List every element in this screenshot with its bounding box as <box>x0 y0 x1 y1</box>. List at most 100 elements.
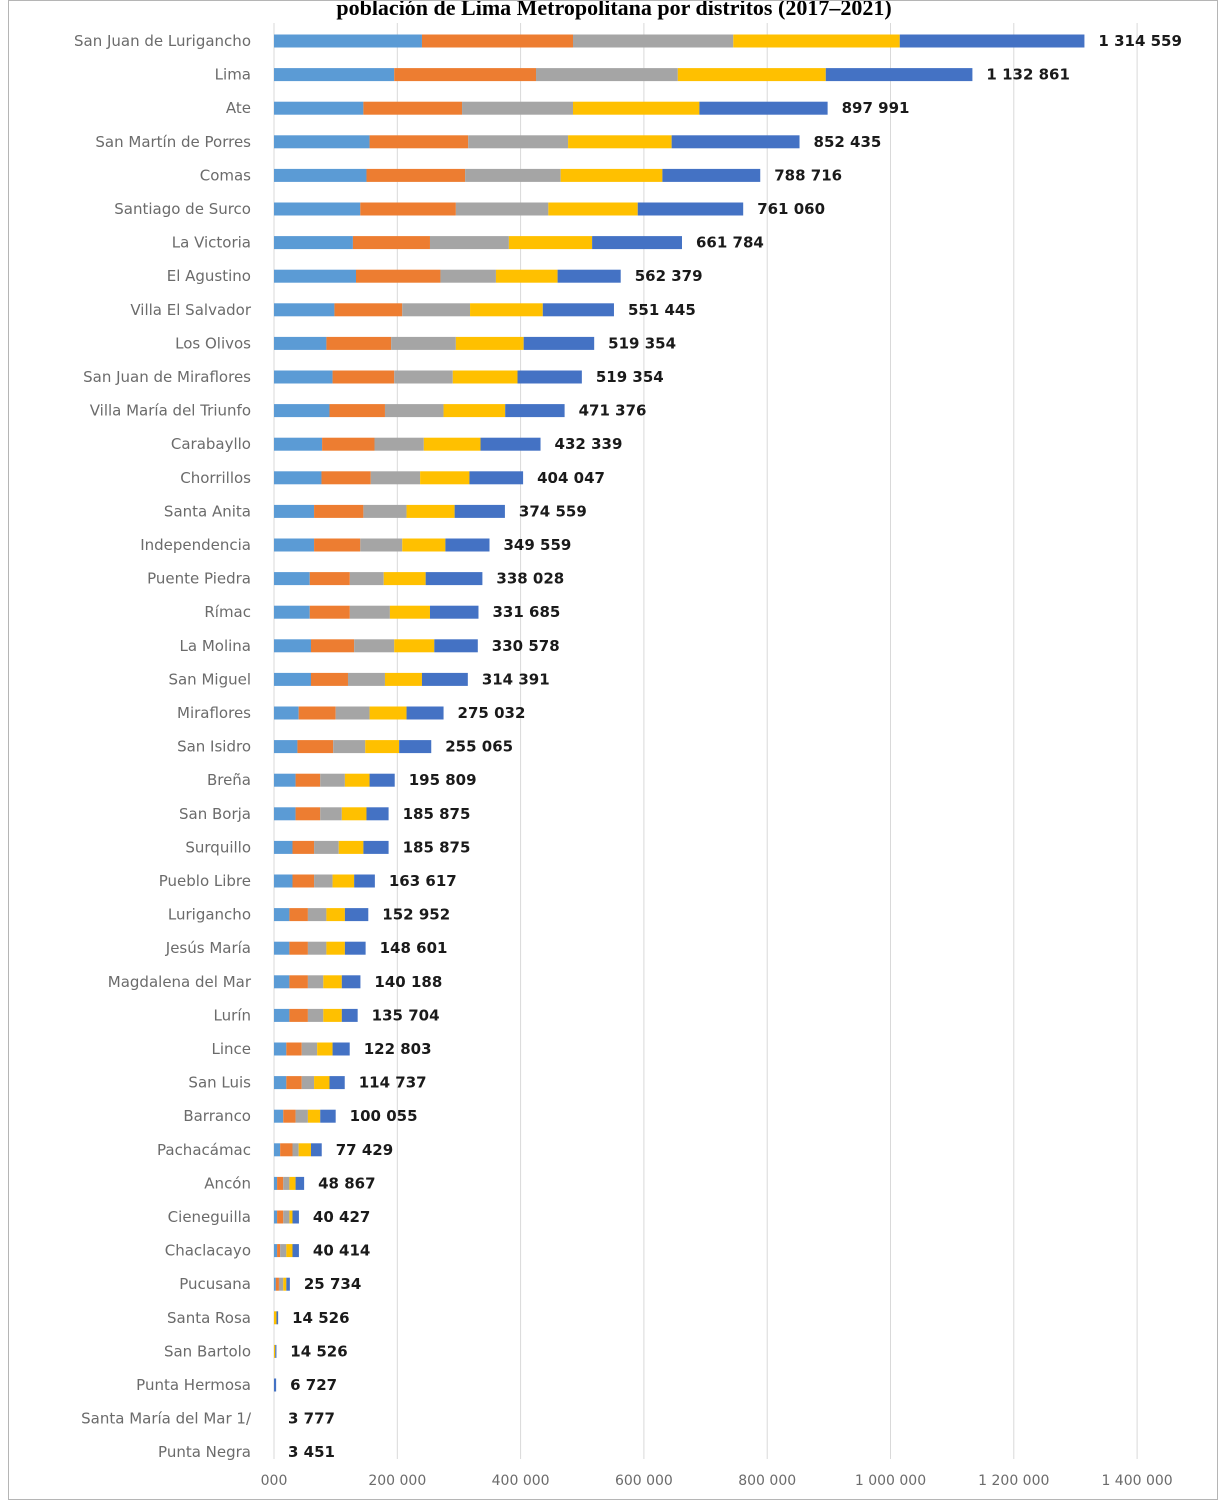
category-label: San Isidro <box>177 738 251 756</box>
bar-segment <box>274 370 333 384</box>
chart-plot: 000 200 000 400 000 600 000 800 000 1 000 000… <box>74 23 1182 1489</box>
category-label: Lurigancho <box>168 906 251 924</box>
bar-segment <box>326 908 345 922</box>
value-label: 185 875 <box>403 838 471 856</box>
bar-segment <box>347 672 385 686</box>
bar-segment <box>344 908 369 922</box>
bar-segment <box>274 840 293 854</box>
bar-segment <box>341 807 367 821</box>
bar-segment <box>369 706 407 720</box>
category-label: San Luis <box>188 1074 251 1092</box>
chart-frame: población de Lima Metropolitana por dist… <box>8 0 1218 1500</box>
bar-segment <box>274 236 353 250</box>
bar-segment <box>334 303 403 317</box>
value-label: 40 414 <box>313 1242 370 1260</box>
value-label: 519 354 <box>596 368 664 386</box>
bar-segment <box>309 605 350 619</box>
bar-segment <box>495 269 558 283</box>
bar-segment <box>322 437 375 451</box>
value-label: 661 784 <box>696 234 764 252</box>
bar-segment <box>344 773 370 787</box>
chart-title: población de Lima Metropolitana por dist… <box>336 0 892 20</box>
category-label: San Miguel <box>168 670 251 688</box>
bar-segment <box>568 135 672 149</box>
value-label: 852 435 <box>814 133 882 151</box>
bar-segment <box>344 941 366 955</box>
value-label: 404 047 <box>537 469 605 487</box>
bar-segment <box>274 1109 284 1123</box>
bar-segment <box>354 874 375 888</box>
value-label: 349 559 <box>504 536 572 554</box>
value-label: 163 617 <box>389 872 457 890</box>
value-label: 432 339 <box>555 435 623 453</box>
bar-segment <box>276 1311 279 1325</box>
bar-segment <box>274 975 290 989</box>
bar-segment <box>295 1109 308 1123</box>
category-label: Santa María del Mar 1/ <box>81 1410 252 1428</box>
bar-segment <box>307 975 324 989</box>
bar-segment <box>309 572 350 586</box>
bar-segment <box>421 34 574 48</box>
bar-segment <box>399 740 432 754</box>
bar-segment <box>455 202 549 216</box>
bar-segment <box>440 269 496 283</box>
bar-segment <box>468 135 569 149</box>
bar-segment <box>429 605 479 619</box>
category-label: San Bartolo <box>164 1342 251 1360</box>
value-label: 314 391 <box>482 670 550 688</box>
bar-segment <box>326 336 392 350</box>
bar-segment <box>274 34 422 48</box>
bar-segment <box>391 336 456 350</box>
bar-segment <box>505 404 565 418</box>
x-tick-label: 000 <box>261 1473 288 1489</box>
bar-segment <box>274 202 361 216</box>
category-label: Surquillo <box>185 838 251 856</box>
bar-segment <box>352 236 430 250</box>
bar-segment <box>394 639 435 653</box>
category-label: Santiago de Surco <box>114 200 251 218</box>
bar-segment <box>301 1076 315 1090</box>
value-label: 1 132 861 <box>986 66 1070 84</box>
bar-segment <box>301 1042 318 1056</box>
value-label: 275 032 <box>458 704 526 722</box>
bar-segment <box>274 1378 277 1392</box>
bar-segment <box>274 68 395 82</box>
category-label: Lince <box>211 1040 251 1058</box>
category-label: Santa Anita <box>164 502 251 520</box>
category-label: San Juan de Lurigancho <box>74 32 251 50</box>
bar-segment <box>363 101 463 115</box>
bar-segment <box>289 908 308 922</box>
bar-segment <box>274 1143 281 1157</box>
bar-segment <box>298 1143 311 1157</box>
category-label: La Victoria <box>172 234 251 252</box>
bar-segment <box>274 336 327 350</box>
bar-segment <box>383 572 426 586</box>
bar-segment <box>295 773 321 787</box>
value-label: 471 376 <box>579 402 647 420</box>
category-label: Villa María del Triunfo <box>90 402 251 420</box>
value-label: 374 559 <box>519 502 587 520</box>
bar-segment <box>406 504 455 518</box>
bar-segment <box>443 404 506 418</box>
bar-segment <box>274 168 367 182</box>
bar-segment <box>295 1176 305 1190</box>
bar-segment <box>274 504 315 518</box>
value-label: 14 526 <box>292 1309 349 1327</box>
bar-segment <box>298 706 336 720</box>
bar-segment <box>274 1311 277 1325</box>
bar-segment <box>480 437 541 451</box>
bar-segment <box>307 908 327 922</box>
bar-segment <box>326 941 345 955</box>
x-tick-label: 1 400 000 <box>1101 1473 1172 1489</box>
bar-segment <box>425 572 483 586</box>
bar-segment <box>289 1176 296 1190</box>
bar-segment <box>274 471 322 485</box>
value-label: 77 429 <box>336 1141 393 1159</box>
bar-segment <box>289 1210 293 1224</box>
bar-segment <box>292 840 315 854</box>
bar-segment <box>366 168 466 182</box>
bar-segment <box>517 370 582 384</box>
bar-segment <box>286 1042 302 1056</box>
bar-segment <box>360 202 456 216</box>
bar-segment <box>274 639 311 653</box>
